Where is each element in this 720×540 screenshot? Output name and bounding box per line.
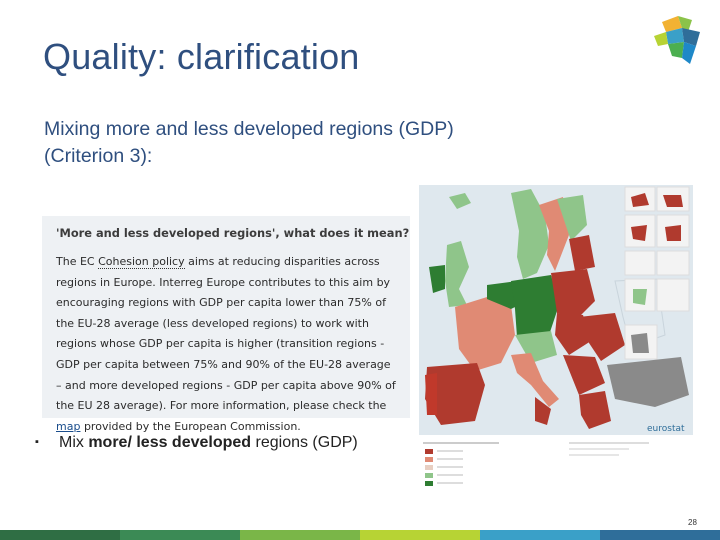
bullet-item: ▪ Mix more/ less developed regions (GDP) (35, 434, 358, 452)
cohesion-policy-link[interactable]: Cohesion policy (98, 255, 185, 269)
bullet-bold: more/ less developed (88, 434, 252, 451)
footer-segment (480, 530, 601, 540)
footer-segment (120, 530, 241, 540)
info-box-text: The EC Cohesion policy aims at reducing … (56, 252, 398, 437)
interreg-logo (654, 16, 700, 64)
subtitle: Mixing more and less developed regions (… (44, 116, 604, 170)
eurostat-brand: eurostat (647, 424, 685, 434)
bullet-prefix: Mix (59, 434, 89, 451)
info-text-part-1: The EC (56, 255, 99, 268)
page-number: 28 (688, 518, 697, 527)
map-graphic: eurostat (419, 185, 693, 490)
footer-segment (240, 530, 361, 540)
bullet-marker: ▪ (35, 436, 39, 448)
eu-regions-map: eurostat (419, 185, 693, 490)
subtitle-line-2: (Criterion 3): (44, 145, 153, 167)
footer-segment (600, 530, 720, 540)
map-link[interactable]: map (56, 419, 81, 433)
slide-title: Quality: clarification (43, 36, 360, 77)
footer-segment (360, 530, 481, 540)
info-text-part-3: provided by the European Commission. (80, 419, 301, 433)
footer-color-bar (0, 530, 720, 540)
subtitle-line-1: Mixing more and less developed regions (… (44, 118, 454, 140)
bullet-suffix: regions (GDP) (251, 434, 358, 451)
info-text-part-2: aims at reducing disparities across regi… (56, 255, 396, 413)
footer-segment (0, 530, 121, 540)
info-box: 'More and less developed regions', what … (42, 216, 410, 433)
info-box-heading: 'More and less developed regions', what … (56, 226, 410, 240)
